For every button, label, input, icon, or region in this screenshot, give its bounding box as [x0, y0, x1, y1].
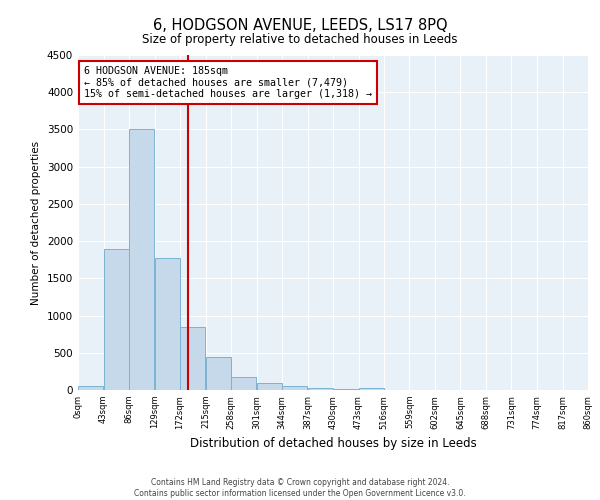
- Bar: [333, 388, 358, 390]
- Bar: [155, 258, 180, 390]
- Text: 6, HODGSON AVENUE, LEEDS, LS17 8PQ: 6, HODGSON AVENUE, LEEDS, LS17 8PQ: [152, 18, 448, 32]
- Bar: [359, 388, 384, 390]
- Bar: [257, 382, 282, 390]
- Bar: [308, 388, 333, 390]
- X-axis label: Distribution of detached houses by size in Leeds: Distribution of detached houses by size …: [190, 437, 476, 450]
- Text: 6 HODGSON AVENUE: 185sqm
← 85% of detached houses are smaller (7,479)
15% of sem: 6 HODGSON AVENUE: 185sqm ← 85% of detach…: [84, 66, 372, 100]
- Bar: [129, 130, 154, 390]
- Y-axis label: Number of detached properties: Number of detached properties: [31, 140, 41, 304]
- Bar: [78, 386, 103, 390]
- Text: Contains HM Land Registry data © Crown copyright and database right 2024.
Contai: Contains HM Land Registry data © Crown c…: [134, 478, 466, 498]
- Bar: [231, 377, 256, 390]
- Bar: [180, 326, 205, 390]
- Bar: [104, 248, 129, 390]
- Text: Size of property relative to detached houses in Leeds: Size of property relative to detached ho…: [142, 32, 458, 46]
- Bar: [206, 356, 231, 390]
- Bar: [282, 386, 307, 390]
